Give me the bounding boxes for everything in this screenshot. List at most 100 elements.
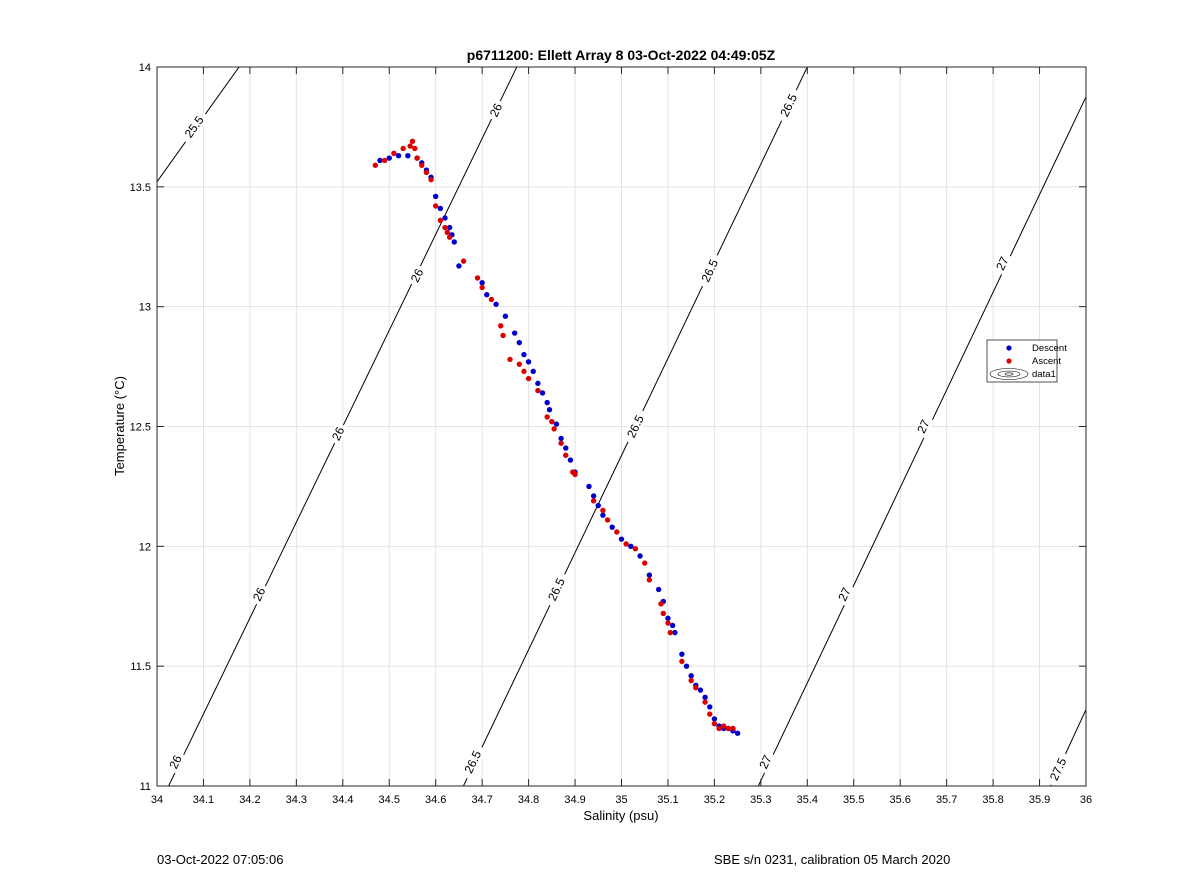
ascent-point bbox=[409, 138, 416, 144]
ascent-point bbox=[381, 157, 388, 164]
ascent-point bbox=[412, 145, 418, 152]
contour-label-bg bbox=[327, 421, 349, 446]
ascent-point bbox=[623, 541, 629, 547]
ascent-point bbox=[525, 375, 532, 382]
y-tick-label: 13 bbox=[139, 302, 151, 314]
x-tick-label: 35.3 bbox=[750, 794, 771, 806]
contour-label-text: 26 bbox=[250, 585, 269, 603]
ascent-point bbox=[665, 620, 671, 626]
ascent-point bbox=[507, 356, 513, 363]
x-tick-label: 34.7 bbox=[471, 794, 492, 806]
contour-label-text: 27 bbox=[993, 254, 1012, 272]
chart-title: p6711200: Ellett Array 8 03-Oct-2022 04:… bbox=[467, 47, 776, 63]
contour-label: 27 bbox=[912, 414, 935, 439]
x-tick-label: 34.5 bbox=[379, 794, 400, 806]
ascent-point bbox=[442, 224, 448, 231]
descent-point bbox=[377, 157, 383, 164]
descent-point bbox=[702, 694, 708, 701]
descent-point bbox=[665, 615, 671, 621]
contour-label-bg bbox=[178, 109, 210, 145]
ascent-point bbox=[419, 162, 425, 168]
x-tick-label: 35.5 bbox=[843, 794, 864, 806]
descent-point bbox=[493, 301, 499, 307]
ascent-point bbox=[614, 529, 620, 535]
ascent-point bbox=[479, 284, 485, 291]
contour-label-bg bbox=[459, 743, 487, 781]
ascent-point bbox=[563, 452, 569, 458]
y-tick-label: 12 bbox=[139, 541, 151, 553]
contour-label-bg bbox=[1044, 750, 1072, 788]
grid bbox=[157, 67, 1086, 786]
ascent-point bbox=[702, 699, 708, 705]
descent-point bbox=[446, 224, 453, 231]
descent-point bbox=[646, 572, 653, 578]
descent-point bbox=[567, 457, 574, 463]
descent-point bbox=[734, 730, 741, 736]
legend-marker-ascent bbox=[1006, 358, 1012, 364]
descent-point bbox=[683, 663, 690, 669]
x-tick-label: 36 bbox=[1080, 794, 1092, 806]
descent-point bbox=[405, 152, 411, 159]
ascent-point bbox=[428, 176, 434, 183]
y-tick-label: 11 bbox=[140, 781, 151, 793]
ascent-point bbox=[660, 610, 667, 617]
descent-point bbox=[484, 291, 490, 298]
contour-labels: 25.5262626262626.526.526.526.526.5272727… bbox=[164, 86, 1072, 788]
x-tick-label: 35.8 bbox=[982, 794, 1003, 806]
ascent-point bbox=[460, 258, 467, 264]
descent-point bbox=[456, 263, 462, 269]
ascent-point bbox=[688, 677, 694, 684]
ascent-point bbox=[407, 143, 413, 149]
descent-point bbox=[586, 483, 592, 490]
descent-point bbox=[595, 502, 601, 509]
contour-label-text: 26 bbox=[166, 753, 185, 771]
ascent-point bbox=[437, 217, 444, 224]
ascent-point bbox=[500, 332, 506, 339]
ascent-point bbox=[551, 426, 557, 432]
contour-label-bg bbox=[164, 749, 187, 775]
ascent-point bbox=[667, 629, 673, 636]
contour-label: 27 bbox=[991, 251, 1014, 276]
descent-point bbox=[442, 215, 448, 221]
footer-calibration: SBE s/n 0231, calibration 05 March 2020 bbox=[714, 852, 951, 867]
contour-label-bg bbox=[248, 582, 270, 607]
contour-label-text: 26 bbox=[487, 101, 506, 119]
descent-point bbox=[688, 673, 694, 679]
descent-point bbox=[479, 280, 485, 286]
contour-label: 26 bbox=[164, 749, 187, 775]
x-tick-label: 35.1 bbox=[657, 794, 678, 806]
footer-timestamp: 03-Oct-2022 07:05:06 bbox=[157, 852, 284, 867]
legend-marker-descent bbox=[1006, 345, 1012, 351]
ascent-point bbox=[535, 387, 541, 394]
data-series bbox=[372, 138, 741, 736]
ascent-point bbox=[572, 471, 578, 478]
x-axis-label: Salinity (psu) bbox=[583, 808, 658, 823]
descent-point bbox=[433, 193, 439, 200]
ascent-point bbox=[414, 155, 420, 161]
descent-point bbox=[618, 536, 625, 542]
descent-point bbox=[697, 687, 704, 693]
descent-point bbox=[558, 435, 564, 442]
ascent-point bbox=[730, 725, 736, 732]
descent-point bbox=[386, 155, 392, 161]
contour-label-bg bbox=[485, 98, 507, 123]
descent-point bbox=[711, 716, 718, 722]
descent-point bbox=[672, 629, 678, 636]
ascent-point bbox=[400, 145, 406, 152]
contour-label-bg bbox=[542, 571, 571, 608]
contour-label-bg bbox=[621, 408, 650, 445]
ascent-point bbox=[549, 419, 555, 425]
y-axis-label: Temperature (°C) bbox=[112, 376, 127, 476]
descent-point bbox=[600, 512, 606, 518]
legend-label-descent: Descent bbox=[1032, 343, 1067, 354]
ascent-point bbox=[720, 723, 727, 729]
x-tick-label: 34.3 bbox=[286, 794, 307, 806]
legend-label-data1: data1 bbox=[1032, 369, 1056, 380]
ascent-point bbox=[446, 234, 453, 240]
contour-label: 26 bbox=[485, 98, 507, 123]
descent-point bbox=[539, 390, 546, 396]
descent-point bbox=[516, 339, 523, 346]
legend-contour-icon bbox=[989, 368, 1029, 380]
descent-point bbox=[525, 359, 532, 365]
x-tick-label: 35.9 bbox=[1029, 794, 1050, 806]
